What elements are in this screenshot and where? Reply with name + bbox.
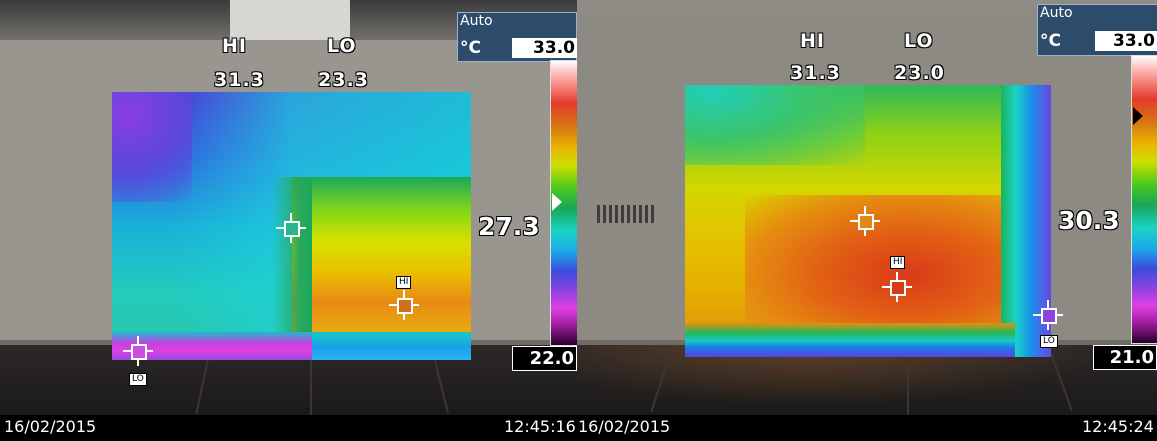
scale-max: 33.0 (512, 38, 577, 58)
lo-marker-tag: LO (1040, 335, 1058, 348)
color-scale-bar (1131, 55, 1157, 344)
unit-label: °C (460, 38, 481, 58)
lo-crosshair-icon (1033, 300, 1063, 330)
thermal-frame-2: HI LO 31.3 23.0 Auto °C 33.0 21.0 30.3 H… (577, 0, 1157, 441)
hi-value: 31.3 (214, 69, 265, 91)
lo-crosshair-icon (123, 336, 153, 366)
scale-pointer-icon (552, 193, 562, 211)
thermal-frame-1: HI LO 31.3 23.3 Auto °C 33.0 22.0 27.3 H… (0, 0, 577, 441)
hi-label: HI (800, 30, 825, 52)
scale-pointer-icon (1133, 107, 1143, 125)
time-frame-2: 12:45:24 (1082, 417, 1154, 436)
time-frame-1: 12:45:16 (504, 417, 576, 436)
hi-marker-tag: HI (890, 256, 906, 269)
scale-min: 21.0 (1093, 345, 1157, 370)
scale-max: 33.0 (1095, 31, 1157, 51)
unit-label: °C (1040, 31, 1061, 51)
hi-label: HI (222, 35, 247, 57)
lo-label: LO (327, 35, 357, 57)
hi-marker-tag: HI (396, 276, 412, 289)
date-frame-1: 16/02/2015 (4, 417, 97, 436)
lo-value: 23.3 (318, 69, 369, 91)
lo-value: 23.0 (894, 62, 945, 84)
hi-crosshair-icon (882, 272, 912, 302)
status-bar (0, 415, 1157, 441)
center-crosshair-icon (850, 206, 880, 236)
thermal-overlay (112, 92, 471, 360)
center-temperature: 27.3 (478, 212, 540, 241)
lo-marker-tag: LO (129, 373, 147, 386)
date-frame-2: 16/02/2015 (578, 417, 671, 436)
range-mode: Auto (1040, 5, 1073, 21)
hi-crosshair-icon (389, 290, 419, 320)
center-temperature: 30.3 (1058, 206, 1120, 235)
scale-min: 22.0 (512, 346, 577, 371)
center-crosshair-icon (276, 213, 306, 243)
lo-label: LO (904, 30, 934, 52)
hi-value: 31.3 (790, 62, 841, 84)
range-mode: Auto (460, 13, 493, 29)
